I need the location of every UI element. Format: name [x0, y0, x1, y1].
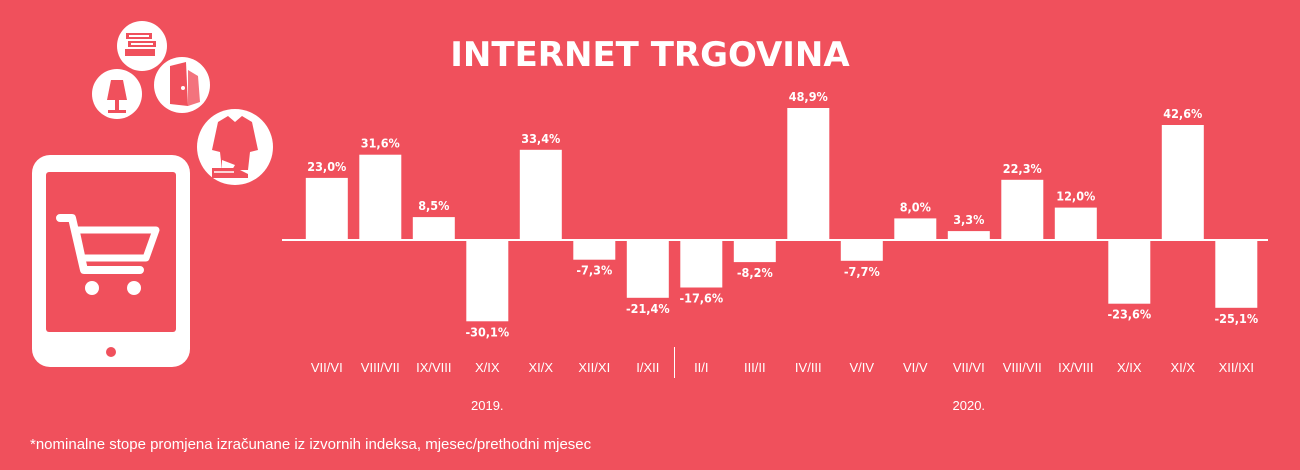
- bar: [1001, 179, 1044, 240]
- bar: [787, 108, 830, 240]
- chart-bars: [305, 108, 1258, 322]
- data-label: 8,0%: [900, 199, 931, 214]
- books-icon: [117, 21, 167, 71]
- category-label: V/IV: [850, 360, 875, 375]
- bar: [412, 217, 455, 241]
- data-label: -21,4%: [626, 301, 670, 316]
- shopping-cart-icon: [56, 214, 160, 295]
- footnote: *nominalne stope promjena izračunane iz …: [30, 436, 592, 453]
- category-label: III/II: [744, 360, 766, 375]
- category-label: XI/X: [529, 360, 554, 375]
- category-label: IX/VIII: [1058, 360, 1093, 375]
- data-label: 42,6%: [1163, 106, 1202, 121]
- data-label: 31,6%: [361, 136, 400, 151]
- category-label: X/IX: [475, 360, 500, 375]
- lamp-icon: [92, 69, 142, 119]
- chart-category-labels: VII/VI VIII/VII IX/VIII X/IX XI/X XII/XI I/XII…: [311, 360, 1254, 375]
- data-label: 8,5%: [418, 198, 449, 213]
- bar: [894, 218, 937, 240]
- bar: [1054, 207, 1097, 240]
- bar: [573, 240, 616, 260]
- category-label: XII/IXI: [1219, 360, 1254, 375]
- data-label: -17,6%: [679, 291, 723, 306]
- data-label: 33,4%: [521, 131, 560, 146]
- bar: [1108, 240, 1151, 304]
- chart-value-labels: 23,0% 31,6% 8,5% -30,1% 33,4% -7,3% -21,4% -17,…: [307, 89, 1258, 339]
- data-label: 22,3%: [1003, 161, 1042, 176]
- chart-title: INTERNET TRGOVINA: [450, 35, 850, 75]
- bar: [840, 240, 883, 261]
- bar: [519, 149, 562, 240]
- bar: [1161, 125, 1204, 240]
- category-label: II/I: [694, 360, 708, 375]
- category-label: VIII/VII: [361, 360, 400, 375]
- data-label: -23,6%: [1107, 307, 1151, 322]
- illustration: [32, 21, 273, 367]
- bar: [626, 240, 669, 298]
- data-label: 3,3%: [953, 212, 984, 227]
- category-label: VI/V: [903, 360, 928, 375]
- year-label: 2020.: [953, 398, 986, 413]
- data-label: 23,0%: [307, 159, 346, 174]
- category-label: IV/III: [795, 360, 822, 375]
- data-label: 48,9%: [789, 89, 828, 104]
- category-label: VIII/VII: [1003, 360, 1042, 375]
- bar: [359, 154, 402, 240]
- data-label: 12,0%: [1056, 189, 1095, 204]
- category-label: X/IX: [1117, 360, 1142, 375]
- category-label: XI/X: [1171, 360, 1196, 375]
- year-label: 2019.: [471, 398, 504, 413]
- bar: [466, 240, 509, 322]
- bar: [305, 177, 348, 240]
- data-label: -7,7%: [844, 264, 880, 279]
- category-label: VII/VI: [953, 360, 985, 375]
- clothes-shoe-icon: [197, 109, 273, 185]
- fridge-icon: [154, 57, 210, 113]
- data-label: -7,3%: [576, 263, 612, 278]
- bar: [947, 231, 990, 240]
- data-label: -30,1%: [465, 324, 509, 339]
- bar: [680, 240, 723, 288]
- chart-group-labels: 2019. 2020.: [471, 398, 985, 413]
- category-label: I/XII: [636, 360, 659, 375]
- bar: [733, 240, 776, 263]
- data-label: -25,1%: [1214, 311, 1258, 326]
- category-label: IX/VIII: [416, 360, 451, 375]
- data-label: -8,2%: [737, 265, 773, 280]
- category-label: VII/VI: [311, 360, 343, 375]
- category-label: XII/XI: [578, 360, 610, 375]
- bar: [1215, 240, 1258, 308]
